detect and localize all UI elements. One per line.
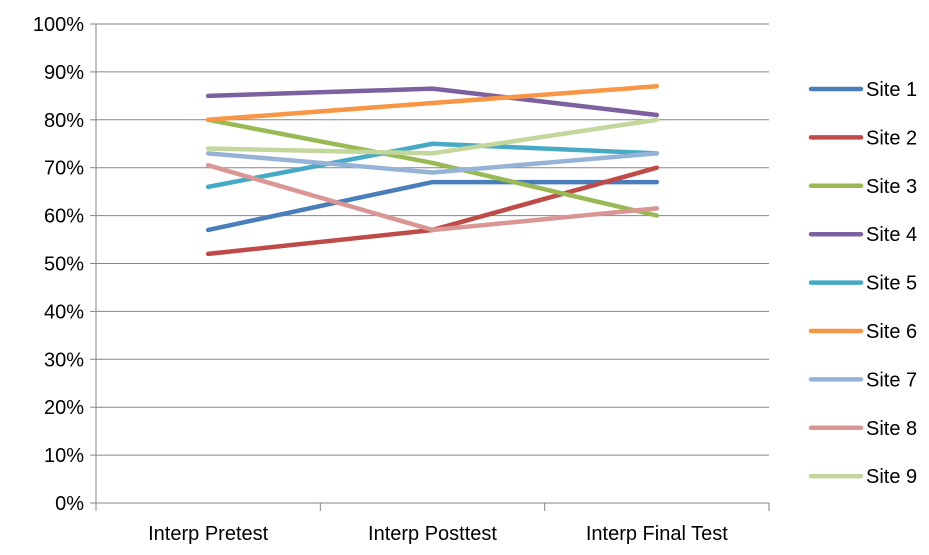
legend-label: Site 7 bbox=[866, 369, 917, 391]
legend-item-site-2: Site 2 bbox=[808, 127, 917, 149]
series-line-site-7 bbox=[205, 151, 660, 175]
legend-item-site-5: Site 5 bbox=[808, 273, 917, 295]
legend-item-site-6: Site 6 bbox=[808, 321, 917, 343]
series-line-site-4 bbox=[205, 86, 660, 118]
y-tick-label: 0% bbox=[55, 493, 84, 515]
y-tick-label: 100% bbox=[33, 14, 84, 36]
series-line-site-8 bbox=[205, 163, 660, 233]
legend-item-site-1: Site 1 bbox=[808, 79, 917, 101]
legend-label: Site 3 bbox=[866, 176, 917, 198]
legend-item-site-7: Site 7 bbox=[808, 369, 917, 391]
legend-item-site-4: Site 4 bbox=[808, 224, 917, 246]
series-line-site-9 bbox=[205, 117, 660, 156]
series-line-site-6 bbox=[205, 84, 660, 123]
y-tick-label: 60% bbox=[44, 206, 84, 228]
y-tick-label: 70% bbox=[44, 158, 84, 180]
series-layer bbox=[205, 84, 660, 257]
x-tick-label: Interp Final Test bbox=[586, 523, 728, 545]
y-tick-label: 30% bbox=[44, 349, 84, 371]
series-line-site-5 bbox=[205, 141, 660, 190]
legend-label: Site 1 bbox=[866, 79, 917, 101]
axis-layer: 0% 10% 20% 30% 40% 50% 60% 70% 80% 90% 100% Interp … bbox=[33, 14, 770, 545]
legend-label: Site 2 bbox=[866, 127, 917, 149]
legend-label: Site 5 bbox=[866, 273, 917, 295]
legend-label: Site 8 bbox=[866, 418, 917, 440]
y-tick-label: 80% bbox=[44, 110, 84, 132]
x-tick-label: Interp Pretest bbox=[148, 523, 269, 545]
legend-label: Site 9 bbox=[866, 466, 917, 488]
y-tick-label: 40% bbox=[44, 301, 84, 323]
legend-item-site-9: Site 9 bbox=[808, 466, 917, 488]
x-tick-label: Interp Posttest bbox=[368, 523, 497, 545]
y-tick-label: 20% bbox=[44, 397, 84, 419]
y-tick-label: 10% bbox=[44, 445, 84, 467]
legend-item-site-3: Site 3 bbox=[808, 176, 917, 198]
series-line-site-1 bbox=[205, 179, 660, 233]
y-tick-label: 50% bbox=[44, 254, 84, 276]
grid-layer bbox=[96, 23, 769, 504]
legend: Site 1 Site 2 Site 3 Site 4 Site 5 Site 6 Site… bbox=[808, 79, 917, 488]
legend-item-site-8: Site 8 bbox=[808, 418, 917, 440]
y-tick-label: 90% bbox=[44, 62, 84, 84]
legend-label: Site 6 bbox=[866, 321, 917, 343]
legend-label: Site 4 bbox=[866, 224, 917, 246]
series-line-site-3 bbox=[205, 117, 660, 218]
